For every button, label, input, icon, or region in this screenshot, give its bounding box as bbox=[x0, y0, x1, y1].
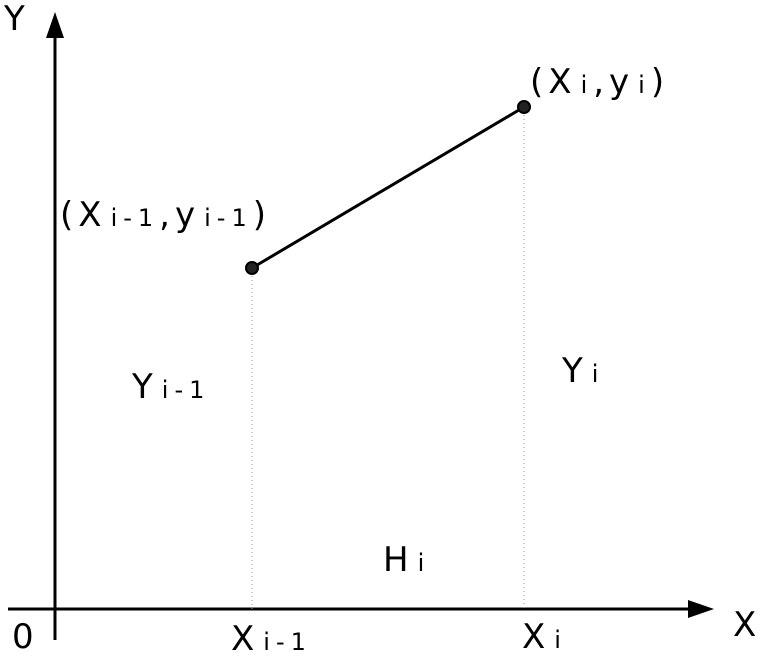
label-part: (X bbox=[530, 62, 577, 102]
label-part: Y bbox=[131, 367, 158, 407]
label-subscript: i-1 bbox=[263, 628, 312, 656]
label-subscript: i bbox=[638, 71, 651, 99]
label-part: (X bbox=[60, 195, 107, 235]
label-part: ) bbox=[651, 62, 669, 102]
label-part: ,y bbox=[593, 62, 634, 102]
label-part: Y bbox=[561, 351, 588, 391]
label-subscript: i bbox=[554, 626, 567, 654]
point-label: (X i-1,y i-1) bbox=[60, 195, 271, 235]
label-subscript: i bbox=[581, 71, 594, 99]
y-axis-arrow bbox=[46, 12, 64, 38]
x-axis-label: X bbox=[733, 605, 761, 645]
label-subscript: i bbox=[418, 549, 431, 577]
label-part: ,y bbox=[159, 195, 200, 235]
label-subscript: i-1 bbox=[204, 204, 253, 232]
label-subscript: i-1 bbox=[162, 376, 211, 404]
origin-label: 0 bbox=[12, 617, 39, 657]
point bbox=[245, 261, 259, 275]
label-part: X bbox=[522, 617, 550, 657]
label-part: X bbox=[231, 619, 259, 657]
label-subscript: i bbox=[592, 360, 605, 388]
y-axis-label: Y bbox=[3, 0, 30, 39]
point bbox=[517, 100, 531, 114]
x-axis-arrow bbox=[688, 600, 714, 618]
label-part: H bbox=[383, 540, 414, 580]
label-subscript: i-1 bbox=[111, 204, 160, 232]
point-label: (X i,y i) bbox=[530, 62, 669, 102]
label-part: ) bbox=[253, 195, 271, 235]
segment bbox=[251, 105, 525, 270]
